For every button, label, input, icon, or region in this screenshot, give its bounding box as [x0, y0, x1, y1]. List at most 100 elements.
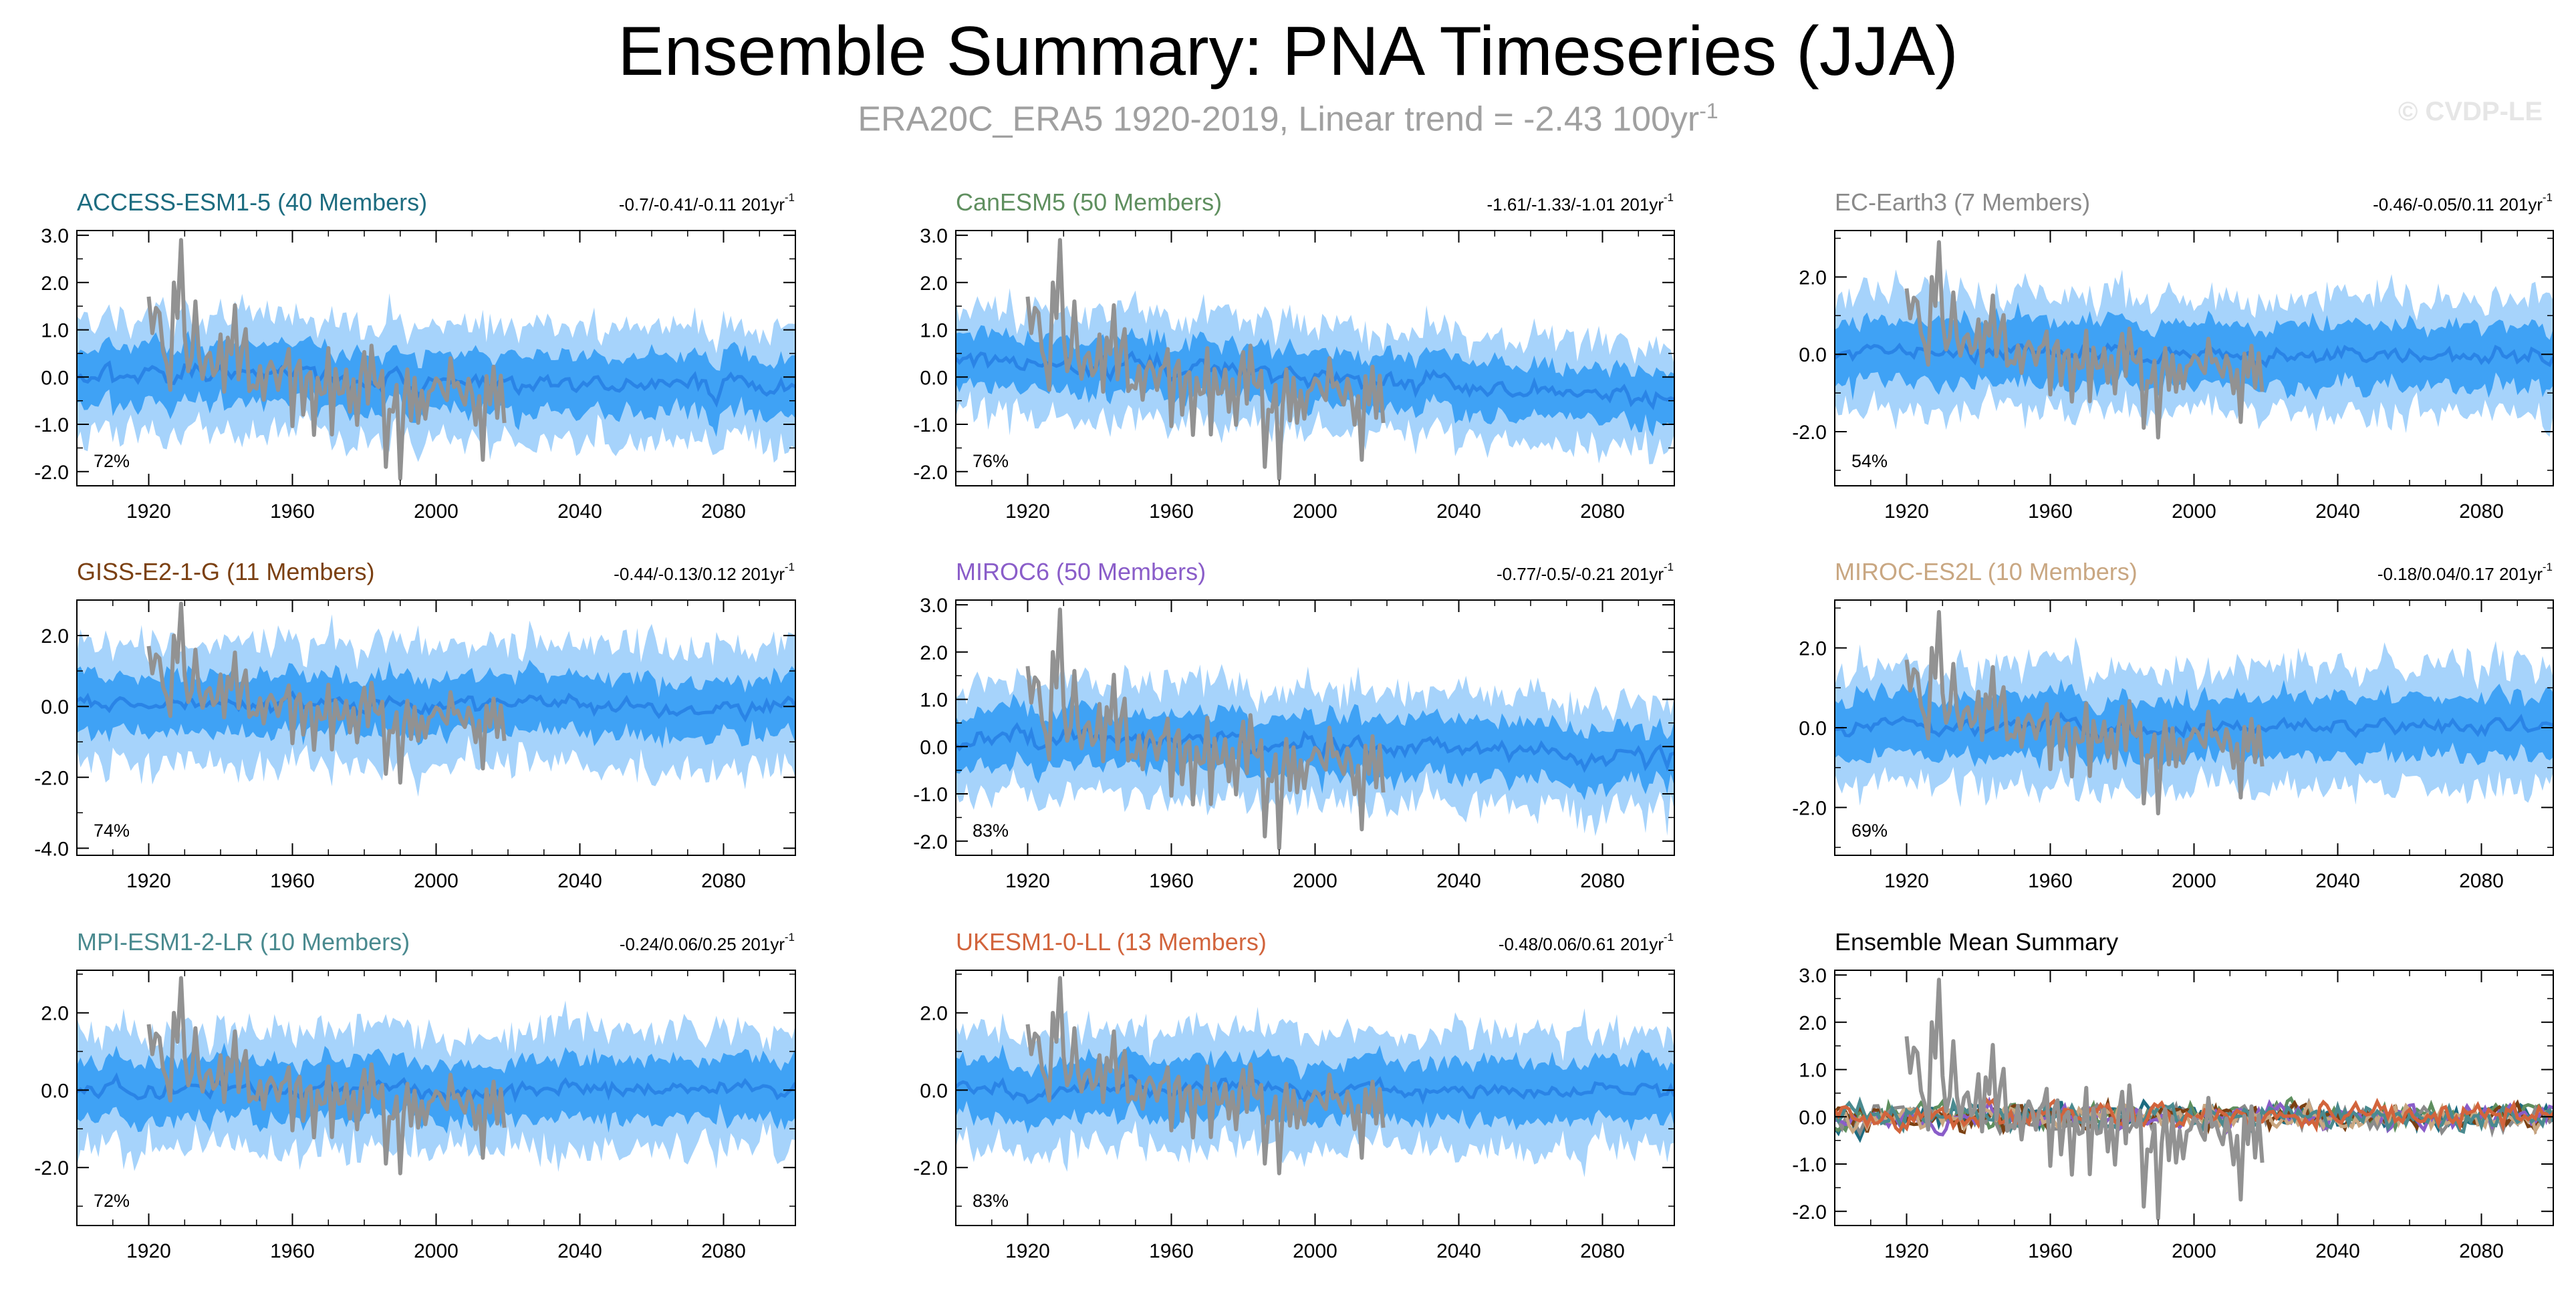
x-tick-label: 1920	[1005, 1240, 1050, 1262]
y-tick-label: -1.0	[913, 784, 948, 806]
main-title: Ensemble Summary: PNA Timeseries (JJA)	[618, 13, 1958, 90]
subtitle-text: ERA20C_ERA5 1920-2019, Linear trend = -2…	[858, 100, 1700, 139]
x-tick-label: 1960	[1149, 1240, 1194, 1262]
x-tick-label: 2000	[2172, 500, 2216, 523]
panel-trend-label: -0.24/0.06/0.25 201yr	[620, 934, 785, 954]
panel-title: CanESM5 (50 Members)	[956, 188, 1222, 216]
x-tick-label: 2000	[2172, 1240, 2216, 1262]
observed-line	[1025, 607, 1386, 851]
x-tick-label: 2040	[557, 500, 602, 523]
chart-panel: 1920 1960 2000 2040 2080 -2.0 -1.0 0.0 1.0 2.0 3.0…	[913, 188, 1675, 523]
x-tick-label: 2040	[2315, 500, 2360, 523]
x-tick-label: 2000	[414, 870, 459, 892]
x-tick-label: 2080	[701, 870, 746, 892]
panel-title: ACCESS-ESM1-5 (40 Members)	[77, 188, 427, 216]
chart-panel: 1920 1960 2000 2040 2080 -2.0 -1.0 0.0 1.0 2.0 3.0…	[1792, 928, 2554, 1262]
ensemble-interquartile-band	[956, 1044, 1674, 1134]
x-tick-label: 2040	[2315, 1240, 2360, 1262]
y-tick-label: 0.0	[41, 1080, 69, 1102]
observed-line	[1025, 976, 1386, 1175]
y-tick-label: 1.0	[1799, 1060, 1827, 1082]
subtitle: ERA20C_ERA5 1920-2019, Linear trend = -2…	[0, 99, 2576, 139]
panel-trend-superscript: -1	[2543, 561, 2553, 573]
x-tick-label: 2040	[1436, 1240, 1481, 1262]
panel-trend-label: -0.77/-0.5/-0.21 201yr	[1497, 564, 1664, 584]
y-tick-label: 2.0	[1799, 638, 1827, 660]
y-tick-label: -2.0	[913, 831, 948, 853]
y-tick-label: 2.0	[41, 1003, 69, 1025]
credit-label: © CVDP-LE	[2398, 97, 2543, 126]
plot-area	[956, 976, 1674, 1177]
panel-title: MIROC-ES2L (10 Members)	[1835, 558, 2138, 585]
observed-line	[1904, 978, 2265, 1221]
y-tick-label: 1.0	[920, 320, 948, 342]
panel-title: MIROC6 (50 Members)	[956, 558, 1206, 585]
observed-line	[1904, 609, 2265, 816]
y-tick-label: 2.0	[920, 642, 948, 664]
y-tick-label: 2.0	[1799, 1012, 1827, 1034]
panel-trend-superscript: -1	[785, 561, 795, 573]
plot-area	[77, 976, 795, 1175]
x-tick-label: 1960	[270, 870, 315, 892]
x-tick-label: 1960	[270, 500, 315, 523]
y-tick-label: 2.0	[920, 1003, 948, 1025]
x-tick-label: 2040	[2315, 870, 2360, 892]
y-tick-label: 1.0	[41, 320, 69, 342]
y-tick-label: 0.0	[920, 736, 948, 758]
y-tick-label: 1.0	[920, 690, 948, 712]
ensemble-interquartile-band	[1835, 302, 2553, 401]
panel-percent-label: 69%	[1851, 821, 1888, 841]
plot-area	[1835, 978, 2553, 1221]
chart-panel: 1920 1960 2000 2040 2080 -2.0 0.0 2.0 UKESM1-0-L…	[913, 928, 1675, 1262]
chart-panel: 1920 1960 2000 2040 2080 -2.0 -1.0 0.0 1.0 2.0 3.0…	[34, 188, 796, 523]
panel-percent-label: 72%	[94, 1191, 130, 1211]
panel-percent-label: 76%	[973, 451, 1009, 471]
x-tick-label: 2000	[1293, 870, 1337, 892]
plot-area	[77, 601, 795, 797]
panel-trend-label: -0.46/-0.05/0.11 201yr	[2373, 194, 2543, 214]
panel-trend-label: -0.48/0.06/0.61 201yr	[1499, 934, 1664, 954]
plot-area	[77, 238, 795, 481]
observed-line	[1025, 238, 1386, 481]
y-tick-label: -2.0	[913, 1157, 948, 1179]
chart-panel: 1920 1960 2000 2040 2080 -2.0 0.0 2.0 MPI-ESM1-2…	[34, 928, 796, 1262]
y-tick-label: 3.0	[41, 225, 69, 247]
panel-title: MPI-ESM1-2-LR (10 Members)	[77, 928, 410, 956]
observed-line	[1904, 240, 2265, 440]
x-tick-label: 2040	[1436, 870, 1481, 892]
panel-trend-superscript: -1	[2543, 191, 2553, 204]
chart-panel: 1920 1960 2000 2040 2080 -2.0 0.0 2.0 EC-Earth3 …	[1792, 188, 2554, 523]
x-tick-label: 2080	[1580, 500, 1625, 523]
panel-trend-label: -0.44/-0.13/0.12 201yr	[614, 564, 785, 584]
y-tick-label: 0.0	[1799, 718, 1827, 740]
x-tick-label: 1920	[1884, 1240, 1929, 1262]
x-tick-label: 2080	[701, 1240, 746, 1262]
y-tick-label: 3.0	[1799, 965, 1827, 987]
panel-trend-superscript: -1	[1664, 561, 1674, 573]
x-tick-label: 2080	[1580, 1240, 1625, 1262]
subtitle-superscript: -1	[1699, 99, 1718, 123]
y-tick-label: -2.0	[34, 1157, 69, 1179]
y-tick-label: 0.0	[41, 696, 69, 718]
panel-percent-label: 83%	[973, 821, 1009, 841]
x-tick-label: 1960	[270, 1240, 315, 1262]
panel-percent-label: 74%	[94, 821, 130, 841]
y-tick-label: 2.0	[920, 273, 948, 295]
x-tick-label: 2080	[1580, 870, 1625, 892]
x-tick-label: 1960	[2028, 1240, 2073, 1262]
x-tick-label: 1920	[1005, 870, 1050, 892]
y-tick-label: 2.0	[41, 625, 69, 648]
y-tick-label: -2.0	[34, 462, 69, 484]
y-tick-label: -1.0	[1792, 1154, 1827, 1176]
y-tick-label: -2.0	[1792, 1201, 1827, 1224]
panel-percent-label: 54%	[1851, 451, 1888, 471]
plot-frame	[1834, 970, 2554, 1226]
ensemble-mean-line	[956, 350, 1674, 410]
x-tick-label: 1960	[1149, 500, 1194, 523]
x-tick-label: 2080	[2459, 500, 2504, 523]
y-tick-label: -4.0	[34, 838, 69, 860]
y-tick-label: 3.0	[920, 595, 948, 617]
x-tick-label: 2040	[557, 1240, 602, 1262]
ensemble-interquartile-band	[77, 1042, 795, 1134]
